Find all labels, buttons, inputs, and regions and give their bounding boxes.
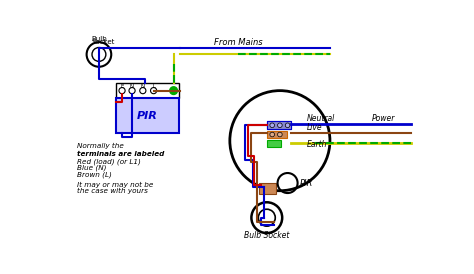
Circle shape bbox=[285, 123, 290, 128]
Text: PIR: PIR bbox=[300, 179, 313, 187]
Text: N: N bbox=[130, 84, 134, 89]
Text: From Mains: From Mains bbox=[214, 38, 263, 47]
Circle shape bbox=[278, 123, 282, 128]
Circle shape bbox=[278, 132, 282, 137]
Text: E: E bbox=[120, 84, 124, 89]
Bar bbox=[116, 83, 179, 98]
Text: the case with yours: the case with yours bbox=[77, 188, 148, 194]
Bar bbox=[259, 183, 276, 194]
Text: Neutral: Neutral bbox=[307, 114, 335, 123]
Text: It may or may not be: It may or may not be bbox=[77, 182, 154, 188]
Text: Bulb Socket: Bulb Socket bbox=[244, 232, 290, 241]
Text: Earth: Earth bbox=[307, 140, 328, 149]
Text: Normally the: Normally the bbox=[77, 143, 124, 149]
Text: Socket: Socket bbox=[91, 39, 115, 45]
Bar bbox=[267, 121, 292, 129]
Text: L: L bbox=[152, 84, 155, 89]
Text: Red (load) (or L1): Red (load) (or L1) bbox=[77, 159, 141, 165]
Text: terminals are labeled: terminals are labeled bbox=[77, 151, 165, 157]
Circle shape bbox=[270, 132, 274, 137]
Text: N: N bbox=[141, 84, 145, 89]
FancyBboxPatch shape bbox=[267, 121, 292, 129]
Circle shape bbox=[170, 87, 177, 95]
Text: Live: Live bbox=[307, 123, 322, 132]
Text: PIR: PIR bbox=[137, 111, 158, 121]
Bar bbox=[267, 131, 287, 138]
Circle shape bbox=[270, 123, 274, 128]
Bar bbox=[267, 140, 281, 147]
Bar bbox=[116, 98, 179, 133]
Text: Power: Power bbox=[372, 114, 396, 123]
Text: Brown (L): Brown (L) bbox=[77, 171, 112, 178]
Text: Bulb: Bulb bbox=[91, 36, 107, 42]
Text: Blue (N): Blue (N) bbox=[77, 165, 107, 172]
